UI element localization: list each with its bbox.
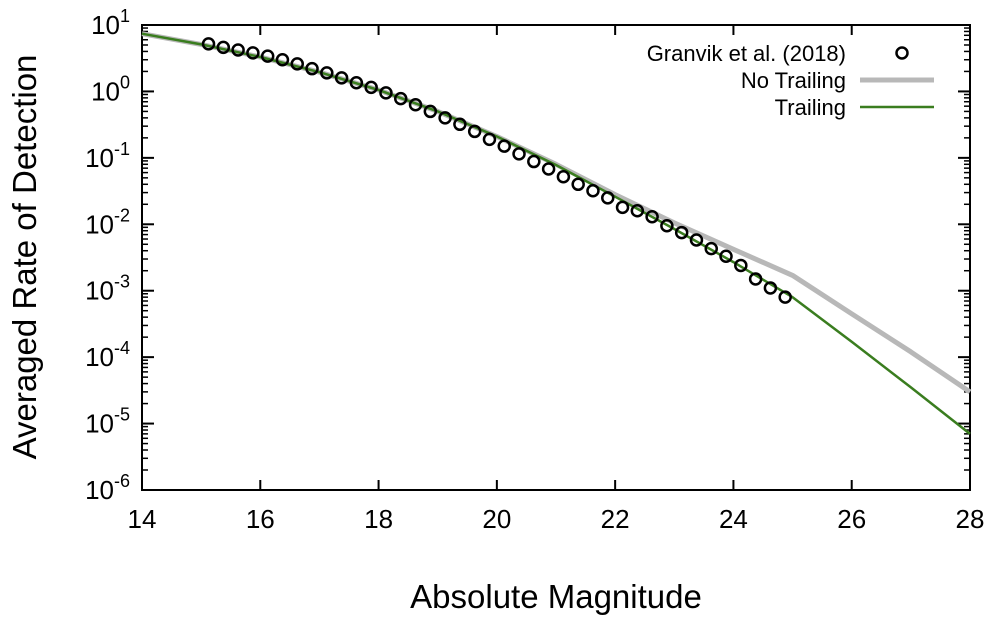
y-axis-title: Averaged Rate of Detection <box>6 55 43 460</box>
x-tick-label: 26 <box>837 504 866 534</box>
y-tick-label: 101 <box>91 6 130 40</box>
data-point <box>601 191 615 205</box>
legend-label: Granvik et al. (2018) <box>647 41 846 66</box>
x-axis: 14 16 18 20 22 24 26 28 <box>128 25 985 534</box>
series-line-trailing <box>141 32 971 435</box>
data-point <box>246 46 260 60</box>
data-point <box>394 91 408 106</box>
data-point <box>556 169 571 184</box>
y-tick-label: 10-1 <box>85 139 130 173</box>
x-tick-label: 22 <box>601 504 630 534</box>
y-axis: 10-6 10-5 10-4 10-3 10-2 10-1 100 101 <box>85 6 970 505</box>
x-tick-label: 14 <box>128 504 157 534</box>
data-point <box>467 124 482 139</box>
data-point <box>438 111 452 125</box>
data-point <box>453 117 467 132</box>
data-point <box>305 61 319 76</box>
y-tick-label: 100 <box>91 72 130 106</box>
data-point <box>527 154 541 169</box>
y-tick-label: 10-3 <box>85 272 130 306</box>
data-point <box>674 225 689 240</box>
x-tick-label: 28 <box>956 504 985 534</box>
data-point <box>763 281 778 295</box>
legend-label: No Trailing <box>741 68 846 93</box>
data-point <box>379 86 393 100</box>
y-tick-label: 10-4 <box>85 338 130 372</box>
data-point <box>512 147 526 161</box>
y-tick-label: 10-6 <box>85 471 130 505</box>
data-point <box>719 249 733 264</box>
data-point <box>704 241 718 256</box>
data-point <box>778 290 792 304</box>
data-point <box>734 258 748 273</box>
data-point <box>689 233 704 247</box>
data-point <box>290 57 304 71</box>
data-point <box>320 66 334 80</box>
data-point <box>586 183 600 198</box>
x-tick-label: 16 <box>246 504 275 534</box>
data-point <box>349 76 364 90</box>
series-layer <box>141 31 972 435</box>
data-point <box>645 209 659 224</box>
data-point <box>630 203 645 218</box>
legend-label: Trailing <box>775 95 846 120</box>
data-point <box>231 43 245 57</box>
x-tick-label: 24 <box>719 504 748 534</box>
data-point <box>364 80 378 95</box>
data-point <box>748 272 763 286</box>
data-point <box>275 52 290 67</box>
data-point <box>334 71 349 85</box>
x-tick-label: 20 <box>482 504 511 534</box>
data-point <box>216 40 231 55</box>
x-axis-title: Absolute Magnitude <box>410 578 702 615</box>
y-tick-label: 10-2 <box>85 205 130 239</box>
data-point <box>615 200 630 215</box>
data-point <box>660 219 674 233</box>
data-point <box>541 162 556 176</box>
data-point <box>482 132 497 147</box>
plot-frame <box>141 24 971 491</box>
data-point <box>201 37 216 51</box>
data-point <box>408 98 423 112</box>
x-tick-label: 18 <box>364 504 393 534</box>
y-tick-label: 10-5 <box>85 405 130 439</box>
data-point <box>423 104 438 119</box>
data-point <box>497 139 511 153</box>
data-point <box>260 49 275 63</box>
legend-marker <box>895 46 909 60</box>
data-point <box>571 177 585 192</box>
